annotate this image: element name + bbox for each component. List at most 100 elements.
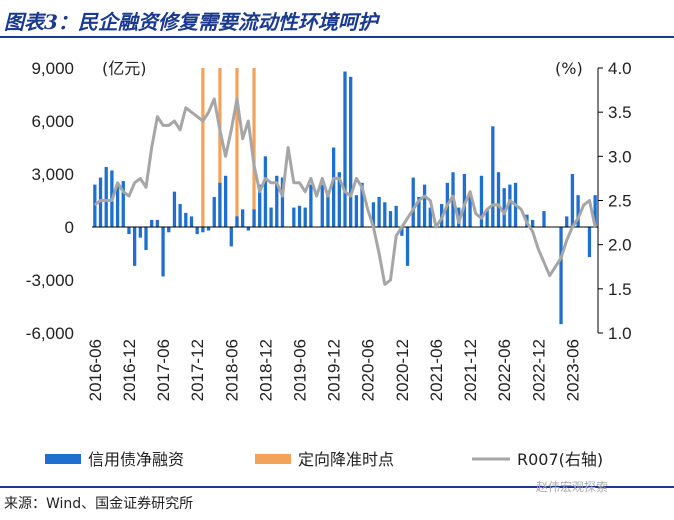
net-financing-bar [309, 184, 313, 227]
net-financing-bar [297, 205, 302, 227]
net-financing-bar [201, 227, 205, 233]
left-tick-label: 9,000 [31, 59, 74, 78]
net-financing-bar [496, 172, 501, 227]
net-financing-bar [542, 211, 546, 227]
net-financing-bar [212, 196, 216, 227]
net-financing-bar [150, 219, 154, 227]
net-financing-bar [491, 126, 495, 227]
net-financing-bar [132, 227, 137, 266]
net-financing-bar [565, 216, 569, 227]
left-axis-ticks: 9,000 6,000 3,000 0 -3,000 -6,000 [26, 59, 74, 343]
watermark-logo: 赵伟宏观探索 [536, 480, 609, 494]
source-note: 来源：Wind、国金证券研究所 [4, 496, 194, 512]
rrr-cut-markers [201, 68, 256, 227]
legend-swatch-bar [45, 454, 81, 464]
net-financing-bar [343, 71, 347, 228]
x-tick-label: 2018-06 [222, 339, 241, 401]
left-tick-label: -3,000 [26, 271, 74, 290]
net-financing-bar [241, 209, 245, 227]
x-tick-label: 2020-06 [359, 339, 378, 401]
net-financing-bar [326, 191, 330, 227]
net-financing-bar [195, 227, 199, 235]
left-tick-label: 3,000 [31, 165, 74, 184]
title-bar: 图表3：民企融资修复需要流动性环境呵护 [0, 0, 674, 38]
net-financing-bar [93, 184, 97, 227]
net-financing-bar [121, 181, 125, 227]
net-financing-bar [252, 209, 256, 227]
net-financing-bar [377, 196, 381, 227]
net-financing-bar [127, 227, 131, 235]
net-financing-bar [235, 216, 239, 227]
net-financing-bar [167, 227, 171, 233]
net-financing-bar [104, 166, 108, 227]
right-tick-label: 1.5 [608, 280, 632, 299]
rrr-cut-marker [218, 68, 222, 227]
x-tick-label: 2022-06 [495, 339, 514, 401]
net-financing-bar [360, 182, 364, 227]
x-tick-label: 2016-06 [86, 339, 105, 401]
x-tick-label: 2017-06 [154, 339, 173, 401]
net-financing-bar [479, 175, 484, 227]
net-financing-bar [161, 227, 165, 277]
net-financing-bar [508, 184, 512, 227]
net-financing-bar [530, 219, 535, 227]
right-unit-label: (%) [555, 59, 583, 78]
net-financing-bar [172, 191, 177, 227]
x-tick-label: 2018-12 [256, 339, 275, 401]
x-tick-label: 2019-06 [291, 339, 310, 401]
net-financing-bar [275, 175, 279, 227]
rrr-cut-marker [201, 68, 205, 227]
net-financing-bar [405, 227, 410, 266]
net-financing-bar [587, 227, 592, 258]
net-financing-bar [371, 202, 376, 227]
net-financing-bar [223, 175, 228, 227]
net-financing-bars [93, 71, 597, 325]
net-financing-bar [184, 212, 188, 227]
chart: (亿元) (%) 9,000 6,000 3,000 0 -3,000 -6,000 4.… [26, 59, 632, 469]
left-tick-label: -6,000 [26, 324, 74, 343]
net-financing-bar [280, 177, 285, 227]
net-financing-bar [411, 177, 415, 227]
left-tick-label: 6,000 [31, 112, 74, 131]
net-financing-bar [303, 207, 307, 227]
x-tick-label: 2017-12 [188, 339, 207, 401]
chart-title: 图表3：民企融资修复需要流动性环境呵护 [4, 10, 378, 34]
x-tick-label: 2023-06 [563, 339, 582, 401]
net-financing-bar [246, 227, 250, 231]
net-financing-bar [559, 227, 563, 325]
right-tick-label: 2.5 [608, 192, 632, 211]
net-financing-bar [138, 227, 142, 238]
net-financing-bar [189, 216, 194, 227]
right-tick-label: 3.5 [608, 103, 632, 122]
x-tick-label: 2021-12 [461, 339, 480, 401]
net-financing-bar [394, 205, 398, 227]
net-financing-bar [263, 156, 268, 227]
net-financing-bar [229, 227, 233, 247]
net-financing-bar [144, 227, 148, 250]
net-financing-bar [331, 147, 336, 227]
x-axis-ticks: 2016-06 2016-12 2017-06 2017-12 2018-06 2018-… [86, 339, 583, 401]
x-tick-label: 2021-06 [427, 339, 446, 401]
net-financing-bar [337, 172, 341, 227]
net-financing-bar [155, 219, 160, 227]
net-financing-bar [502, 188, 506, 227]
legend-label-line: R007(右轴) [517, 450, 603, 469]
net-financing-bar [206, 227, 211, 231]
right-tick-label: 2.0 [608, 236, 632, 255]
x-tick-label: 2019-12 [325, 339, 344, 401]
net-financing-bar [468, 193, 472, 227]
right-tick-label: 1.0 [608, 324, 632, 343]
r007-series [93, 97, 597, 286]
net-financing-bar [462, 174, 467, 227]
title-rule [0, 36, 674, 38]
net-financing-bar [349, 76, 353, 227]
net-financing-bar [570, 174, 575, 227]
legend: 信用债净融资 定向降准时点 R007(右轴) [45, 450, 603, 469]
net-financing-bar [383, 202, 387, 227]
x-tick-label: 2020-12 [393, 339, 412, 401]
left-tick-label: 0 [65, 218, 74, 237]
legend-label-marker: 定向降准时点 [298, 450, 394, 469]
rrr-cut-marker [252, 68, 256, 227]
source-rule [0, 486, 674, 488]
right-tick-label: 4.0 [608, 59, 632, 78]
